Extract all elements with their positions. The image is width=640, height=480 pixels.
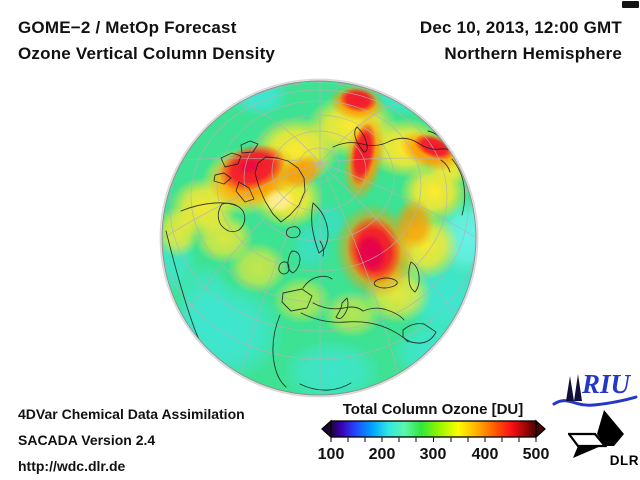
coastline (354, 126, 368, 153)
riu-logo: RIU (552, 369, 638, 409)
hemisphere-label: Northern Hemisphere (444, 44, 622, 63)
colorbar-gradient (330, 420, 537, 438)
colorbar-tick-label: 300 (419, 446, 447, 463)
coastline (373, 277, 398, 289)
coastline (217, 202, 246, 233)
coastline (254, 156, 306, 223)
footer-credits: 4DVar Chemical Data Assimilation SACADA … (18, 401, 245, 479)
globe-limb (161, 80, 477, 396)
ozone-blob (162, 206, 200, 258)
coastlines (165, 126, 466, 391)
colorbar-title: Total Column Ozone [DU] (342, 401, 524, 418)
coastline (278, 261, 290, 275)
colorbar-right-arrow (535, 419, 546, 439)
coastline (240, 140, 259, 154)
coastline (300, 312, 409, 343)
coastline (235, 181, 255, 203)
globe-map (159, 78, 479, 398)
colorbar-tick-label: 100 (317, 446, 345, 463)
ozone-blob (322, 290, 382, 338)
coastline (332, 137, 455, 154)
coastline (285, 226, 301, 239)
colorbar-tick-label: 400 (471, 446, 499, 463)
riu-swoosh (552, 395, 638, 407)
header-left: GOME−2 / MetOp Forecast Ozone Vertical C… (18, 15, 275, 67)
ozone-blob (175, 260, 235, 340)
ozone-blob (263, 189, 295, 213)
product-title: GOME−2 / MetOp Forecast (18, 18, 237, 37)
ozone-blob (394, 198, 434, 250)
dlr-wordmark: DLR (609, 453, 639, 468)
ozone-blob (194, 212, 254, 264)
ozone-blob (272, 276, 332, 324)
riu-wordmark: RIU (582, 369, 631, 399)
coastline (287, 250, 301, 274)
globe-halo (159, 78, 479, 398)
ozone-colorbar (321, 419, 546, 442)
coastline (299, 382, 352, 391)
coastline (335, 297, 349, 320)
colorbar-tick-label: 200 (368, 446, 396, 463)
assimilation-label: 4DVar Chemical Data Assimilation (18, 406, 245, 422)
coastline (272, 314, 287, 388)
coastline (312, 302, 405, 321)
coastline (281, 288, 313, 312)
coastline (440, 159, 451, 173)
colorbar-ticks (330, 437, 537, 442)
dlr-emblem-icon (568, 410, 624, 458)
graticule (162, 81, 476, 395)
coastline (220, 152, 242, 168)
coastline (302, 275, 333, 289)
coastline (402, 323, 437, 344)
ozone-blob (339, 87, 377, 113)
header-right: Dec 10, 2013, 12:00 GMT Northern Hemisph… (420, 15, 622, 67)
coastline (319, 240, 325, 257)
datetime-label: Dec 10, 2013, 12:00 GMT (419, 18, 622, 37)
colorbar-left-arrow (321, 419, 332, 439)
coastline (213, 172, 232, 185)
coastline (311, 202, 329, 254)
cathedral-icon (566, 374, 582, 401)
coastline (180, 202, 238, 212)
colorbar-tick-label: 500 (522, 446, 550, 463)
ozone-blob (238, 158, 260, 174)
ozone-blob (349, 122, 377, 186)
url-label: http://wdc.dlr.de (18, 458, 126, 474)
dlr-logo: DLR (566, 410, 639, 468)
version-label: SACADA Version 2.4 (18, 432, 156, 448)
coastline (451, 158, 466, 216)
coastline (408, 261, 420, 293)
product-subtitle: Ozone Vertical Column Density (18, 44, 276, 63)
corner-mark (622, 1, 639, 8)
